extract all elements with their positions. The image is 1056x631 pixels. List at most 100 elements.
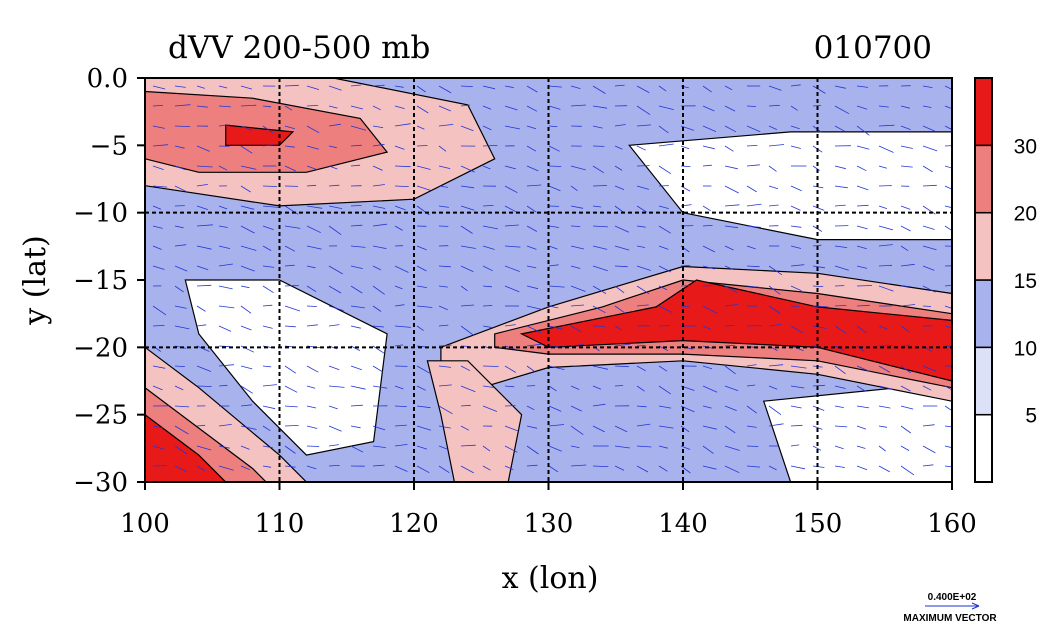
wind-vector (240, 265, 255, 272)
wind-vector (790, 285, 802, 292)
wind-vector (438, 145, 447, 152)
wind-vector (878, 465, 890, 473)
contour-region-southwest-jet-core (145, 413, 227, 482)
wind-vector (174, 104, 191, 107)
wind-vector (306, 324, 318, 327)
wind-vector (548, 185, 561, 192)
wind-vector (636, 145, 646, 151)
wind-vector (592, 225, 608, 228)
wind-vector (790, 105, 798, 111)
wind-vector (614, 465, 625, 471)
y-tick-label: −5 (90, 131, 128, 161)
wind-vector (526, 445, 539, 455)
wind-vector (856, 245, 867, 250)
wind-vector (152, 305, 167, 316)
wind-vector (768, 165, 777, 172)
wind-vector (284, 225, 301, 229)
wind-vector (460, 304, 475, 307)
wind-vector (680, 465, 691, 474)
wind-vector (746, 265, 760, 268)
wind-vector (680, 285, 691, 287)
wind-vector (196, 424, 206, 427)
wind-vector (328, 365, 340, 371)
wind-vector (306, 425, 318, 429)
wind-vector (438, 85, 452, 94)
wind-vector (856, 105, 868, 110)
wind-vector (438, 185, 449, 188)
wind-vector (746, 465, 761, 468)
wind-vector (900, 125, 911, 130)
wind-vector (592, 165, 605, 174)
wind-vector (790, 305, 800, 307)
wind-vector (724, 225, 739, 229)
wind-vector (768, 185, 779, 190)
wind-vector (526, 165, 539, 172)
wind-vector (284, 84, 299, 87)
wind-vector (482, 145, 498, 147)
wind-vector (306, 125, 320, 134)
wind-vector (834, 445, 844, 450)
wind-vector (790, 264, 805, 267)
wind-vector (416, 285, 427, 288)
wind-vector (548, 445, 562, 452)
wind-vector (262, 125, 274, 134)
wind-vector (724, 365, 736, 375)
wind-vector (482, 445, 491, 452)
wind-vector (790, 245, 802, 249)
wind-vector (680, 165, 691, 167)
wind-vector (240, 104, 257, 107)
wind-vector (812, 105, 822, 107)
wind-vector (218, 445, 230, 449)
wind-vector (262, 465, 272, 468)
wind-vector (372, 143, 385, 147)
colorbar-label: 5 (1025, 405, 1037, 428)
wind-vector (328, 145, 337, 149)
wind-vector (284, 264, 295, 267)
wind-vector (174, 385, 184, 391)
wind-vector (900, 165, 913, 168)
wind-vector (438, 445, 448, 450)
wind-vector (724, 85, 733, 91)
wind-vector (724, 385, 739, 392)
wind-vector (614, 343, 631, 347)
wind-vector (680, 445, 691, 450)
wind-vector (724, 445, 740, 451)
wind-vector (702, 325, 711, 330)
contour-region-southeast-weak (762, 387, 952, 482)
wind-vector (284, 245, 296, 252)
wind-vector (240, 385, 253, 394)
wind-vector (900, 425, 912, 434)
wind-vector (372, 245, 387, 249)
wind-vector (416, 425, 432, 431)
wind-vector (240, 425, 257, 430)
wind-vector (812, 265, 826, 269)
wind-vector (834, 385, 846, 389)
wind-vector (174, 325, 190, 330)
wind-vector (262, 225, 274, 230)
wind-vector (328, 444, 339, 447)
wind-vector (658, 345, 669, 352)
wind-vector (372, 265, 381, 271)
wind-vector (350, 144, 362, 147)
wind-vector (878, 205, 888, 209)
colorbar-swatch (974, 413, 993, 483)
wind-vector (394, 444, 408, 447)
wind-vector (592, 265, 608, 272)
wind-vector (680, 145, 690, 150)
wind-vector (636, 205, 648, 213)
wind-vector (416, 405, 431, 409)
wind-vector (438, 285, 448, 288)
wind-vector (394, 265, 409, 273)
wind-vector (768, 204, 779, 207)
wind-vector (350, 105, 363, 110)
wind-vector (702, 405, 712, 409)
wind-vector (218, 245, 231, 249)
wind-vector (438, 344, 452, 347)
wind-vector (240, 404, 252, 407)
wind-vector (416, 165, 431, 170)
wind-vector (482, 165, 491, 170)
contour-region-south-central-plume (426, 360, 523, 482)
wind-vector (614, 205, 625, 213)
y-tick-label: −20 (73, 333, 128, 363)
wind-vector (350, 425, 361, 429)
